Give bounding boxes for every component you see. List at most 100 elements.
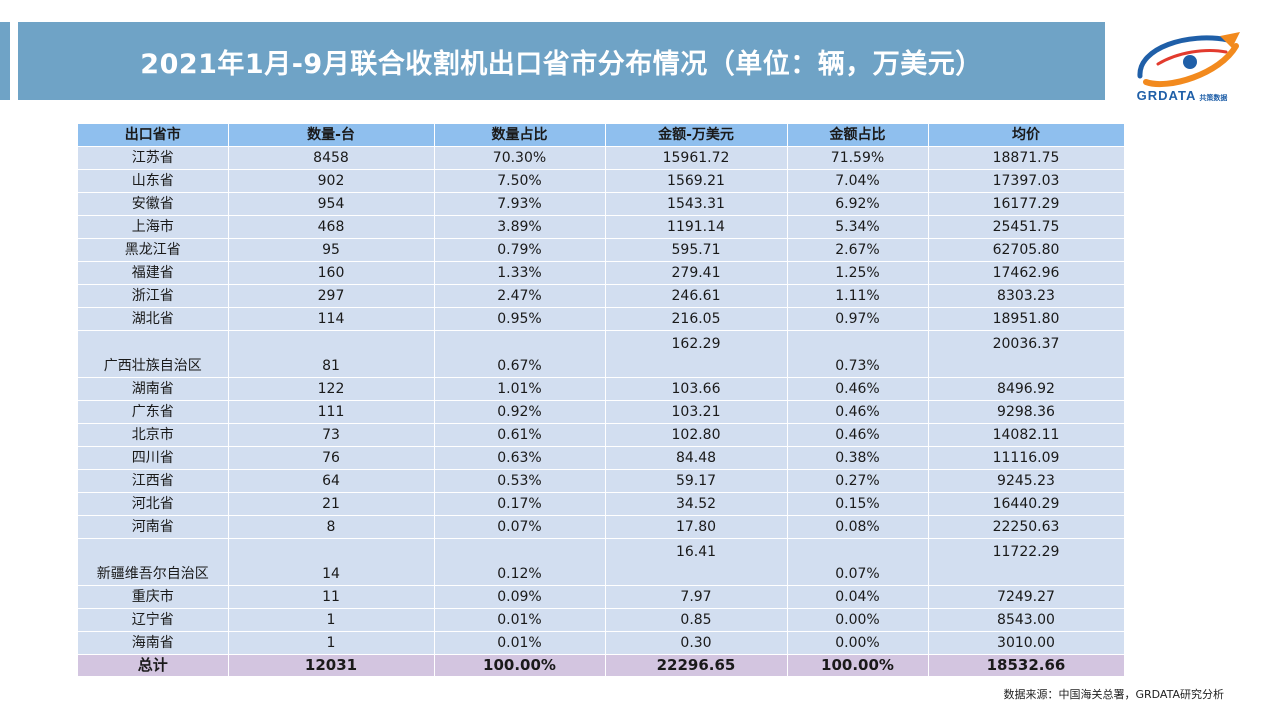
table-row: 新疆维吾尔自治区 14 0.12% 16.41 0.07% 11722.29 [78, 538, 1125, 586]
table-row: 河南省 8 0.07% 17.80 0.08% 22250.63 [78, 515, 1125, 539]
cell-average-price: 14082.11 [928, 423, 1125, 447]
cell-quantity-share: 0.92% [434, 400, 606, 424]
cell-amount-share: 0.04% [787, 585, 929, 609]
cell-quantity-share: 1.01% [434, 377, 606, 401]
cell-amount: 0.85 [605, 608, 788, 632]
cell-quantity: 21 [228, 492, 435, 516]
cell-province: 广西壮族自治区 [78, 330, 229, 378]
cell-province: 上海市 [78, 215, 229, 239]
table-row: 安徽省 954 7.93% 1543.31 6.92% 16177.29 [78, 192, 1125, 216]
cell-quantity: 468 [228, 215, 435, 239]
cell-average-price: 9245.23 [928, 469, 1125, 493]
table-row: 四川省 76 0.63% 84.48 0.38% 11116.09 [78, 446, 1125, 470]
cell-quantity-share: 7.50% [434, 169, 606, 193]
cell-province: 福建省 [78, 261, 229, 285]
cell-amount: 102.80 [605, 423, 788, 447]
table-row: 江西省 64 0.53% 59.17 0.27% 9245.23 [78, 469, 1125, 493]
cell-amount: 7.97 [605, 585, 788, 609]
cell-average-price: 8303.23 [928, 284, 1125, 308]
cell-amount-share: 71.59% [787, 146, 929, 170]
cell-average-price: 22250.63 [928, 515, 1125, 539]
cell-amount-share: 0.46% [787, 423, 929, 447]
cell-amount-share: 0.15% [787, 492, 929, 516]
column-header-average-price: 均价 [928, 124, 1125, 147]
cell-amount-share: 0.46% [787, 377, 929, 401]
total-amount: 22296.65 [605, 654, 788, 677]
cell-average-price: 7249.27 [928, 585, 1125, 609]
cell-quantity-share: 0.09% [434, 585, 606, 609]
cell-quantity-share: 0.67% [434, 330, 606, 378]
cell-province: 湖南省 [78, 377, 229, 401]
cell-quantity-share: 0.79% [434, 238, 606, 262]
cell-quantity: 14 [228, 538, 435, 586]
cell-average-price: 18871.75 [928, 146, 1125, 170]
cell-quantity-share: 0.12% [434, 538, 606, 586]
cell-amount-share: 0.08% [787, 515, 929, 539]
cell-quantity-share: 0.17% [434, 492, 606, 516]
cell-quantity: 76 [228, 446, 435, 470]
cell-amount-share: 0.00% [787, 631, 929, 655]
cell-amount-share: 0.46% [787, 400, 929, 424]
page-title: 2021年1月-9月联合收割机出口省市分布情况（单位：辆，万美元） [140, 48, 983, 80]
cell-amount-share: 1.11% [787, 284, 929, 308]
cell-amount: 162.29 [605, 330, 788, 378]
column-header-amount: 金额-万美元 [605, 124, 788, 147]
cell-province: 北京市 [78, 423, 229, 447]
total-label: 总计 [78, 654, 229, 677]
cell-average-price: 25451.75 [928, 215, 1125, 239]
cell-amount: 1569.21 [605, 169, 788, 193]
total-amount-share: 100.00% [787, 654, 929, 677]
source-note: 数据来源：中国海关总署，GRDATA研究分析 [1003, 688, 1224, 701]
cell-quantity: 64 [228, 469, 435, 493]
table-row: 河北省 21 0.17% 34.52 0.15% 16440.29 [78, 492, 1125, 516]
cell-quantity-share: 7.93% [434, 192, 606, 216]
cell-amount-share: 0.27% [787, 469, 929, 493]
table-row: 浙江省 297 2.47% 246.61 1.11% 8303.23 [78, 284, 1125, 308]
cell-province: 山东省 [78, 169, 229, 193]
cell-quantity-share: 0.01% [434, 631, 606, 655]
cell-province: 江苏省 [78, 146, 229, 170]
table-row: 广西壮族自治区 81 0.67% 162.29 0.73% 20036.37 [78, 330, 1125, 378]
cell-amount: 15961.72 [605, 146, 788, 170]
cell-average-price: 16440.29 [928, 492, 1125, 516]
total-row: 总计 12031 100.00% 22296.65 100.00% 18532.… [78, 654, 1125, 677]
cell-quantity-share: 0.63% [434, 446, 606, 470]
table-row: 福建省 160 1.33% 279.41 1.25% 17462.96 [78, 261, 1125, 285]
cell-quantity: 297 [228, 284, 435, 308]
cell-province: 江西省 [78, 469, 229, 493]
cell-quantity: 902 [228, 169, 435, 193]
cell-province: 黑龙江省 [78, 238, 229, 262]
cell-amount-share: 1.25% [787, 261, 929, 285]
table-row: 辽宁省 1 0.01% 0.85 0.00% 8543.00 [78, 608, 1125, 632]
cell-province: 广东省 [78, 400, 229, 424]
cell-average-price: 8496.92 [928, 377, 1125, 401]
cell-amount-share: 0.07% [787, 538, 929, 586]
cell-average-price: 18951.80 [928, 307, 1125, 331]
logo-text-cn: 共策数据 [1199, 95, 1228, 102]
cell-province: 河南省 [78, 515, 229, 539]
cell-average-price: 9298.36 [928, 400, 1125, 424]
cell-province: 四川省 [78, 446, 229, 470]
logo-text: GRDATA 共策数据 [1118, 88, 1246, 103]
column-header-province: 出口省市 [78, 124, 229, 147]
table-row: 广东省 111 0.92% 103.21 0.46% 9298.36 [78, 400, 1125, 424]
cell-amount: 84.48 [605, 446, 788, 470]
total-quantity: 12031 [228, 654, 435, 677]
cell-average-price: 16177.29 [928, 192, 1125, 216]
cell-amount: 17.80 [605, 515, 788, 539]
column-header-quantity: 数量-台 [228, 124, 435, 147]
cell-quantity: 114 [228, 307, 435, 331]
cell-quantity-share: 1.33% [434, 261, 606, 285]
cell-quantity-share: 0.61% [434, 423, 606, 447]
cell-amount-share: 0.73% [787, 330, 929, 378]
cell-quantity: 11 [228, 585, 435, 609]
cell-amount-share: 5.34% [787, 215, 929, 239]
cell-amount: 59.17 [605, 469, 788, 493]
cell-province: 辽宁省 [78, 608, 229, 632]
cell-province: 河北省 [78, 492, 229, 516]
cell-average-price: 8543.00 [928, 608, 1125, 632]
cell-province: 湖北省 [78, 307, 229, 331]
cell-province: 浙江省 [78, 284, 229, 308]
cell-average-price: 17462.96 [928, 261, 1125, 285]
table-row: 上海市 468 3.89% 1191.14 5.34% 25451.75 [78, 215, 1125, 239]
